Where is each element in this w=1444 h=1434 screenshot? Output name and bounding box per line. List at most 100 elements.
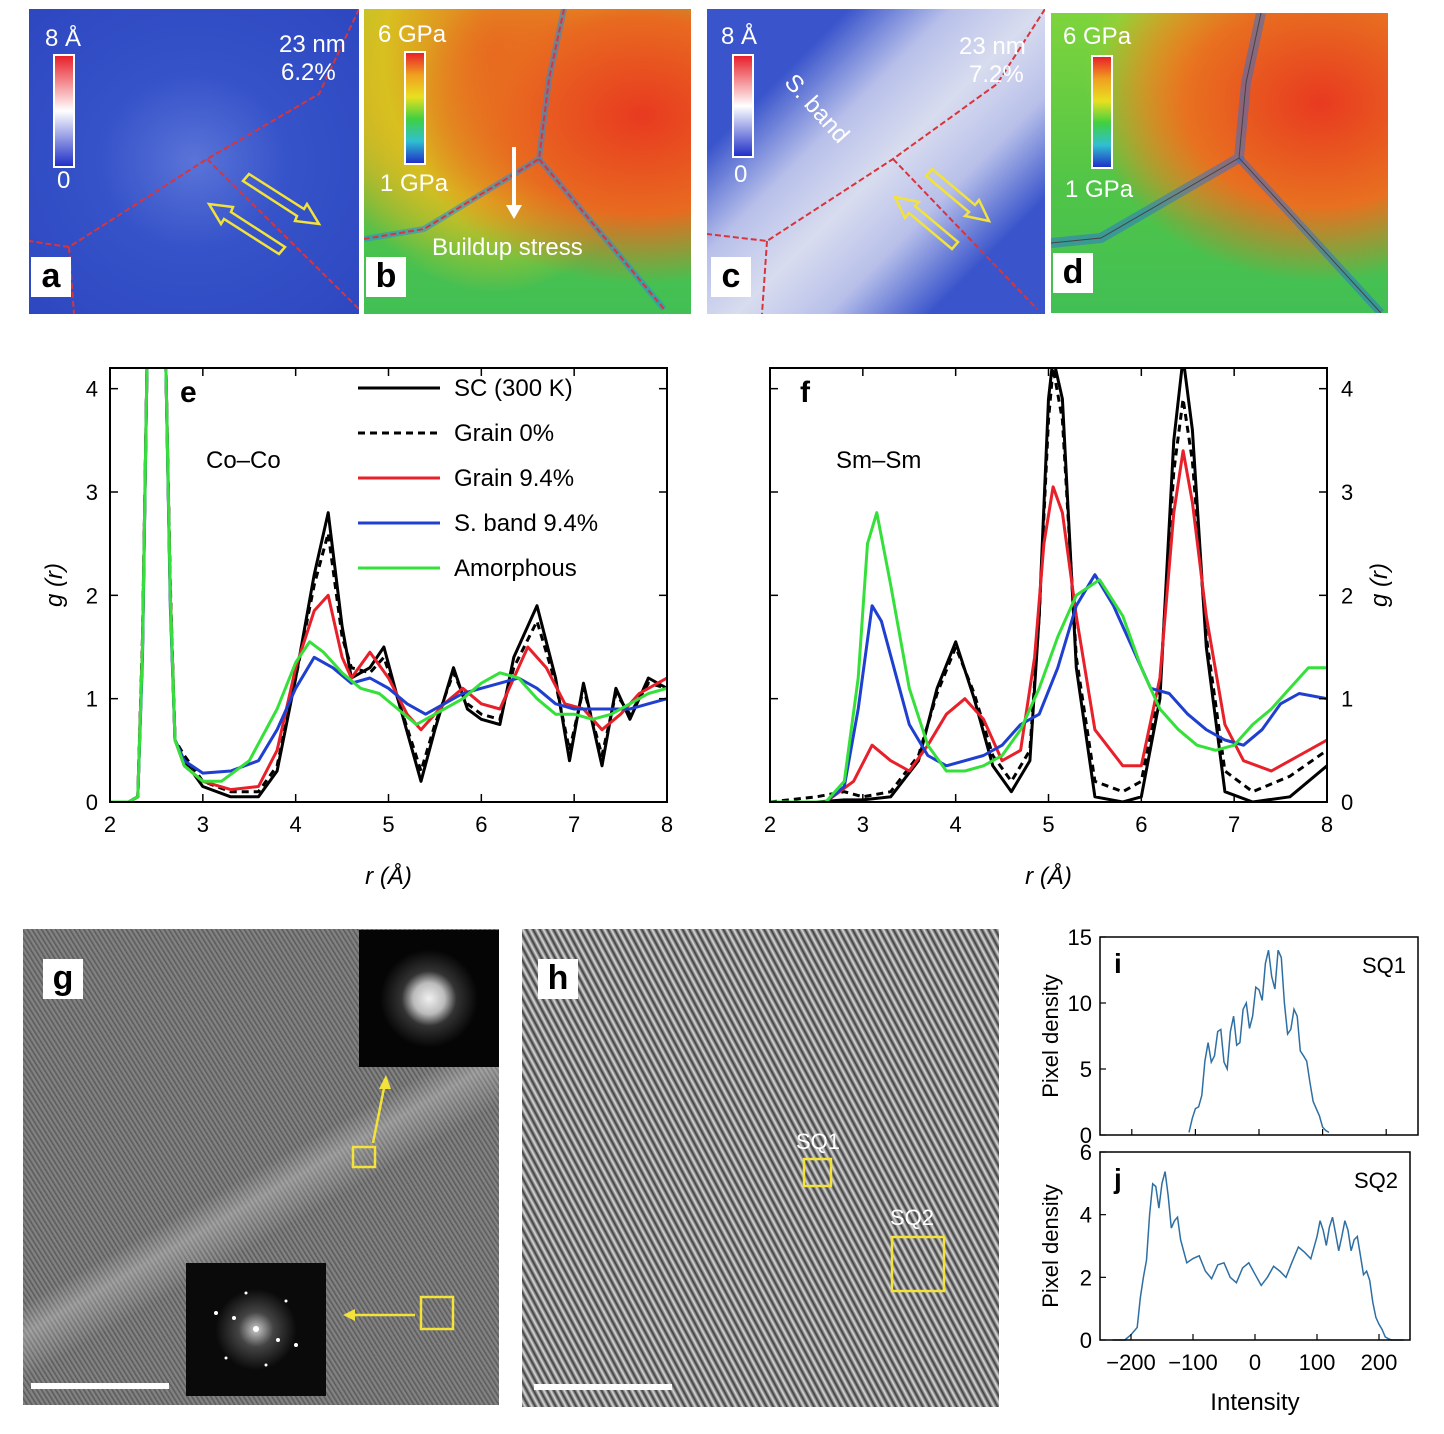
series-f-4 — [770, 511, 1327, 802]
hist-ylabel-i: Pixel density — [1038, 974, 1063, 1098]
xtick-label-f: 4 — [950, 812, 962, 837]
scale-bar-h — [534, 1384, 672, 1390]
panel-c-displacement-map: 8 Å 0 S. band 23 nm 7.2% c — [707, 9, 1045, 314]
hist-line-j — [1112, 1171, 1404, 1341]
panel-letter-g: g — [43, 959, 83, 999]
ytick-label-f: 3 — [1341, 480, 1353, 505]
ylabel-e: g (r) — [41, 563, 68, 607]
colorbar-c-top: 8 Å — [721, 23, 758, 50]
panel-c-boundaries — [707, 9, 1045, 314]
xtick-label-e: 3 — [197, 812, 209, 837]
panel-h-overlay — [534, 1157, 946, 1390]
xtick-label-e: 4 — [290, 812, 302, 837]
hist-xtick-label-j: 100 — [1299, 1350, 1336, 1375]
ytick-label-f: 4 — [1341, 377, 1353, 402]
sq2-box — [890, 1235, 946, 1293]
hist-ytick-label-j: 0 — [1080, 1328, 1092, 1353]
ytick-label-e: 1 — [86, 687, 98, 712]
series-f-2 — [770, 449, 1327, 802]
chart-j-sq2-histogram: 0 2 4 6 −200 −100 0 100 200 Intensity Pixel densit… — [1038, 1140, 1411, 1416]
colorbar-b — [404, 51, 426, 165]
hist-ytick-label-i: 0 — [1080, 1123, 1092, 1145]
xtick-label-e: 6 — [475, 812, 487, 837]
colorbar-c-bottom: 0 — [734, 161, 748, 188]
title-e: Co–Co — [206, 447, 281, 474]
buildup-stress-label: Buildup stress — [432, 234, 583, 261]
panel-letter-j: j — [1113, 1163, 1122, 1194]
hist-ylabel-j: Pixel density — [1038, 1184, 1063, 1308]
series-e-2 — [110, 368, 667, 802]
panel-g-hrtem-image: g — [23, 929, 499, 1405]
xtick-label-f: 5 — [1042, 812, 1054, 837]
chart-e-co-co-rdf: 2 3 4 5 6 7 8 0 1 2 3 4 r (Å) g (r) e Co–Co SC (300 K) Gr… — [41, 367, 673, 890]
title-f: Sm–Sm — [836, 447, 921, 474]
hist-tag-i: SQ1 — [1362, 953, 1406, 978]
fft-inset-bottom — [186, 1263, 326, 1396]
colorbar-a-bottom: 0 — [57, 167, 71, 194]
hist-ytick-label-j: 4 — [1080, 1203, 1092, 1228]
sq1-label: SQ1 — [796, 1129, 841, 1154]
panel-letter-a: a — [31, 257, 71, 297]
ytick-label-f: 0 — [1341, 790, 1353, 815]
xtick-label-e: 5 — [382, 812, 394, 837]
panel-letter-d: d — [1053, 253, 1093, 293]
series-e-4 — [110, 368, 667, 802]
panel-letter-b: b — [366, 257, 406, 297]
sq2-label: SQ2 — [890, 1205, 935, 1230]
colorbar-a — [53, 54, 75, 168]
series-e-1 — [110, 368, 667, 802]
colorbar-d-bottom: 1 GPa — [1065, 176, 1134, 203]
shear-arrows — [206, 172, 322, 256]
hist-tag-j: SQ2 — [1354, 1168, 1398, 1193]
hist-ytick-label-i: 15 — [1068, 925, 1092, 950]
panel-letter-c: c — [711, 257, 751, 297]
xtick-label-f: 3 — [857, 812, 869, 837]
legend-label-4: Amorphous — [454, 555, 577, 582]
panel-a-displacement-map: 8 Å 0 23 nm 6.2% a — [29, 9, 359, 314]
xlabel-f: r (Å) — [1025, 862, 1072, 890]
chart-f-sm-sm-rdf: 2 3 4 5 6 7 80 1 2 3 4 r (Å) g (r) f Sm–Sm — [764, 367, 1393, 890]
ytick-label-e: 2 — [86, 583, 98, 608]
xtick-label-f: 6 — [1135, 812, 1147, 837]
hist-ytick-label-j: 6 — [1080, 1140, 1092, 1165]
panel-d-boundaries — [1051, 13, 1384, 313]
colorbar-d — [1091, 55, 1113, 169]
ytick-label-e: 4 — [86, 377, 98, 402]
ylabel-f: g (r) — [1366, 563, 1393, 607]
ytick-label-e: 3 — [86, 480, 98, 505]
ytick-label-f: 2 — [1341, 583, 1353, 608]
series-e-0 — [110, 368, 667, 802]
xtick-label-f: 2 — [764, 812, 776, 837]
panel-letter-h: h — [538, 959, 578, 999]
panel-b-boundaries — [364, 9, 667, 311]
legend-label-2: Grain 9.4% — [454, 465, 574, 492]
hist-ytick-label-i: 5 — [1080, 1057, 1092, 1082]
xtick-label-f: 8 — [1321, 812, 1333, 837]
panel-c-size: 23 nm — [959, 33, 1026, 60]
hist-xlabel-j: Intensity — [1210, 1389, 1299, 1416]
hist-ytick-label-i: 10 — [1068, 991, 1092, 1016]
hist-xtick-label-j: 200 — [1361, 1350, 1398, 1375]
panel-b-stress-map: 6 GPa 1 GPa Buildup stress b — [364, 9, 691, 314]
xlabel-e: r (Å) — [365, 862, 412, 890]
series-f-3 — [770, 573, 1327, 802]
hist-line-i — [1188, 949, 1330, 1134]
panel-g-overlay — [31, 1075, 455, 1389]
hist-xtick-label-j: −100 — [1168, 1350, 1218, 1375]
xtick-label-e: 8 — [661, 812, 673, 837]
xtick-label-e: 7 — [568, 812, 580, 837]
colorbar-b-bottom: 1 GPa — [380, 170, 449, 197]
colorbar-d-top: 6 GPa — [1063, 23, 1132, 50]
xtick-label-f: 7 — [1228, 812, 1240, 837]
colorbar-b-top: 6 GPa — [378, 21, 447, 48]
panel-h-filtered-image: SQ1 SQ2 h — [522, 929, 999, 1407]
sq1-box — [802, 1157, 833, 1188]
panel-letter-i: i — [1114, 948, 1122, 979]
series-e-3 — [110, 368, 667, 802]
panel-letter-e: e — [180, 376, 197, 409]
xtick-label-e: 2 — [104, 812, 116, 837]
panel-c-strain: 7.2% — [969, 61, 1024, 88]
hist-ytick-label-j: 2 — [1080, 1265, 1092, 1290]
legend-label-3: S. band 9.4% — [454, 510, 598, 537]
